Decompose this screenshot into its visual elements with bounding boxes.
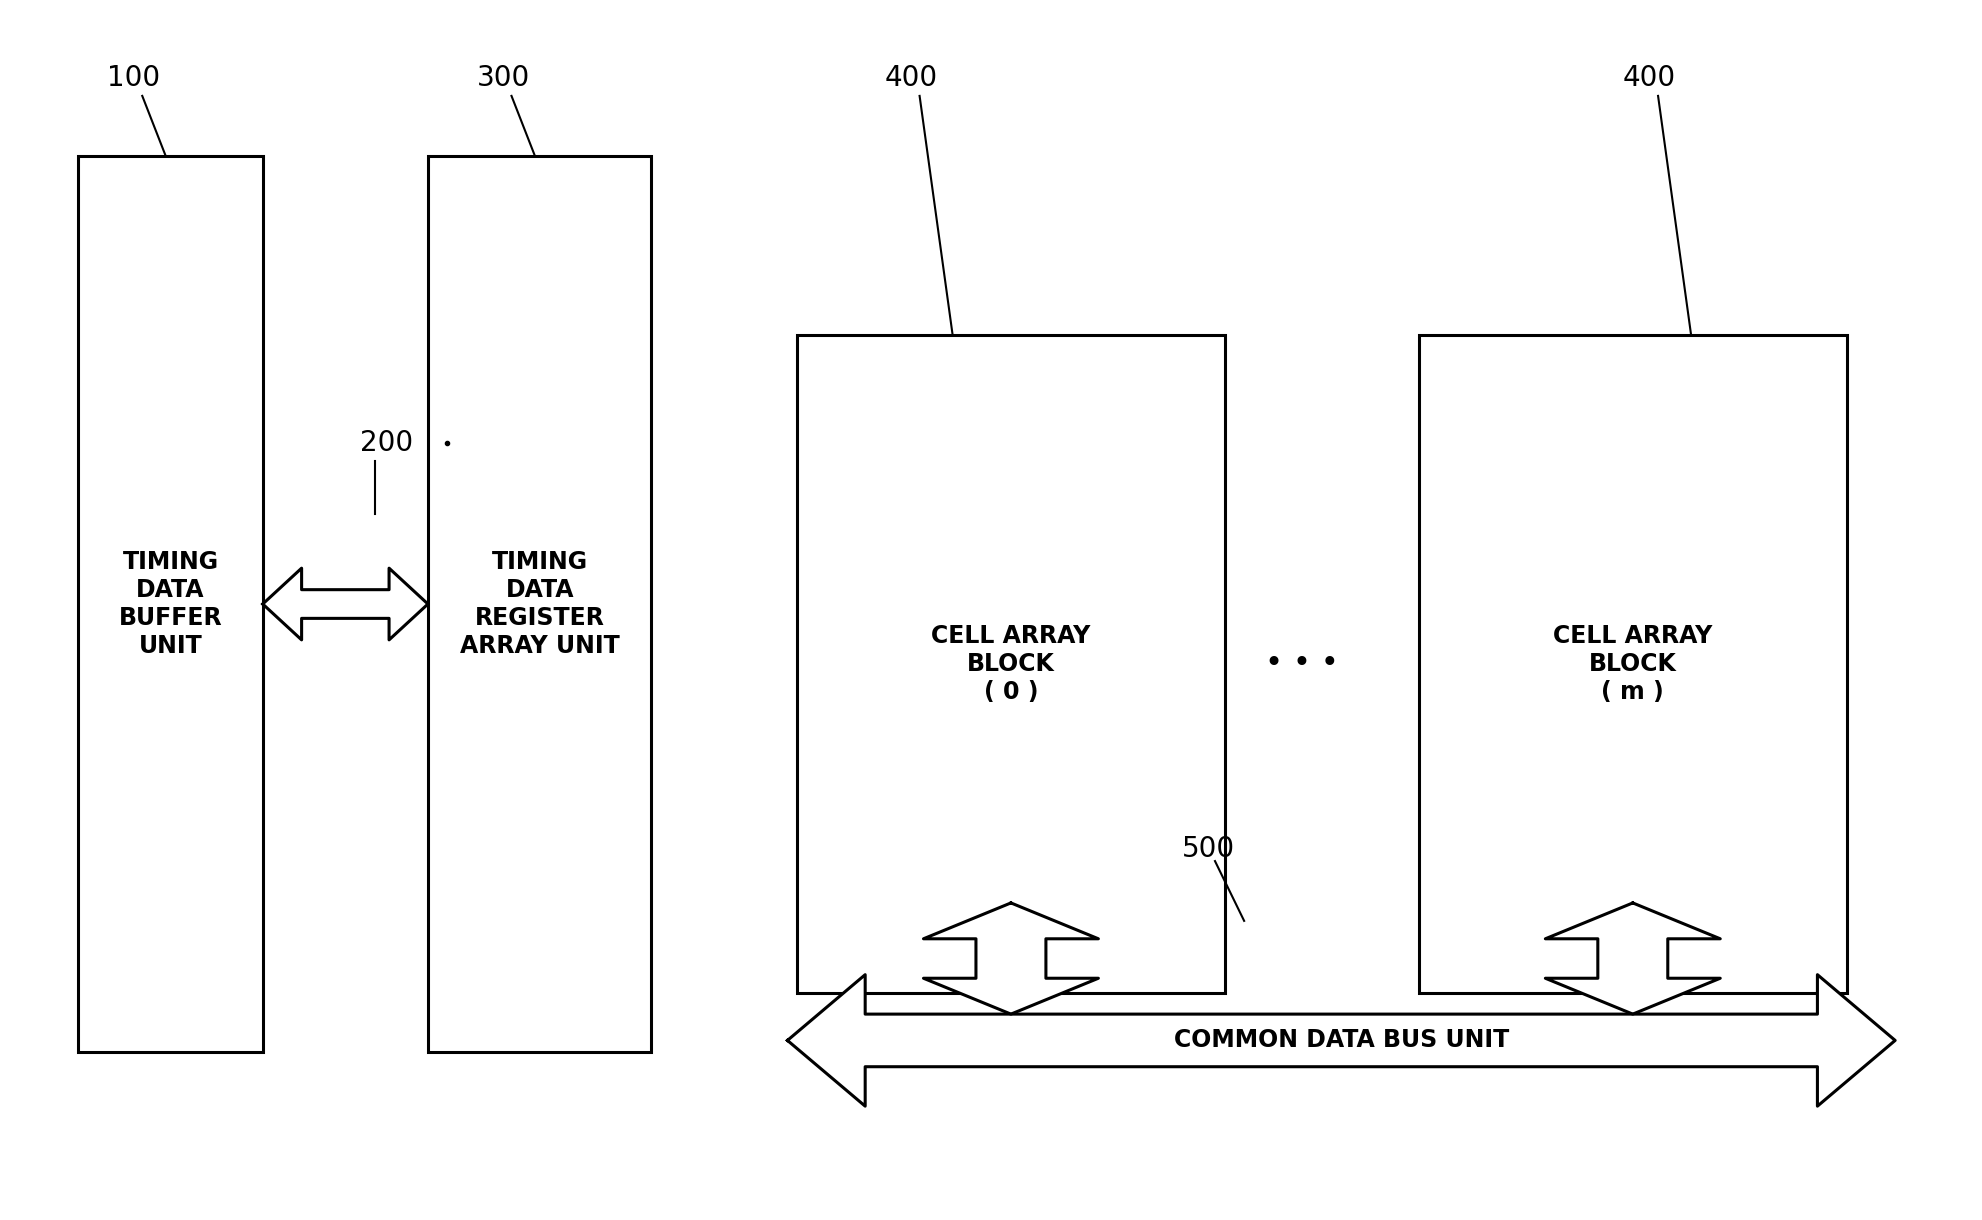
- Text: CELL ARRAY
BLOCK
( m ): CELL ARRAY BLOCK ( m ): [1552, 623, 1712, 704]
- Bar: [77, 156, 262, 1053]
- Polygon shape: [787, 975, 1895, 1107]
- Text: 200: 200: [361, 428, 412, 456]
- Polygon shape: [262, 569, 428, 639]
- Text: 300: 300: [476, 63, 529, 92]
- Text: 400: 400: [1621, 63, 1675, 92]
- Text: 500: 500: [1181, 836, 1235, 863]
- Text: TIMING
DATA
BUFFER
UNIT: TIMING DATA BUFFER UNIT: [119, 550, 222, 658]
- Text: CELL ARRAY
BLOCK
( 0 ): CELL ARRAY BLOCK ( 0 ): [932, 623, 1090, 704]
- Polygon shape: [924, 903, 1098, 1014]
- Bar: [1419, 336, 1845, 993]
- Text: • • •: • • •: [1265, 649, 1338, 678]
- Bar: [797, 336, 1225, 993]
- Text: 400: 400: [884, 63, 937, 92]
- Bar: [428, 156, 650, 1053]
- Polygon shape: [1544, 903, 1720, 1014]
- Text: TIMING
DATA
REGISTER
ARRAY UNIT: TIMING DATA REGISTER ARRAY UNIT: [460, 550, 618, 658]
- Text: COMMON DATA BUS UNIT: COMMON DATA BUS UNIT: [1173, 1028, 1508, 1053]
- Text: 100: 100: [107, 63, 161, 92]
